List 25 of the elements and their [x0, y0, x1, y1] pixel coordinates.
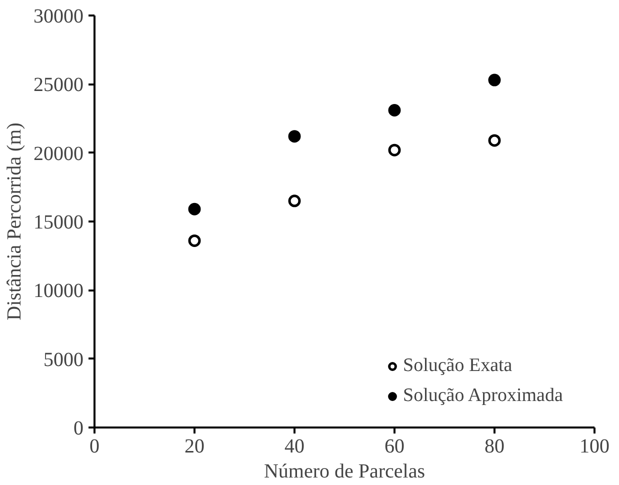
y-axis-title: Distância Percorrida (m) — [4, 122, 26, 320]
y-tick-label: 20000 — [34, 142, 84, 165]
x-tick-label: 20 — [184, 436, 204, 458]
point — [288, 194, 301, 208]
y-tick-label: 10000 — [34, 280, 84, 302]
point — [188, 202, 201, 216]
point — [288, 130, 301, 143]
point — [488, 74, 501, 86]
point — [388, 104, 401, 116]
x-tick-label: 100 — [580, 436, 610, 458]
x-tick-label: 0 — [90, 436, 100, 458]
legend-label: Solução Aproximada — [403, 385, 563, 407]
y-tick-label: 5000 — [44, 348, 84, 371]
y-tick-label: 30000 — [34, 6, 84, 28]
legend-label: Solução Exata — [403, 355, 512, 377]
x-tick-label: 80 — [484, 436, 504, 458]
y-tick-label: 0 — [74, 418, 84, 440]
x-axis-title: Número de Parcelas — [264, 460, 426, 482]
point — [388, 144, 401, 156]
x-tick-label: 40 — [284, 436, 304, 458]
y-tick-label: 15000 — [34, 212, 84, 234]
point — [488, 134, 501, 147]
y-tick-label: 25000 — [34, 74, 84, 96]
x-tick-label: 60 — [384, 436, 404, 458]
point — [188, 234, 201, 247]
